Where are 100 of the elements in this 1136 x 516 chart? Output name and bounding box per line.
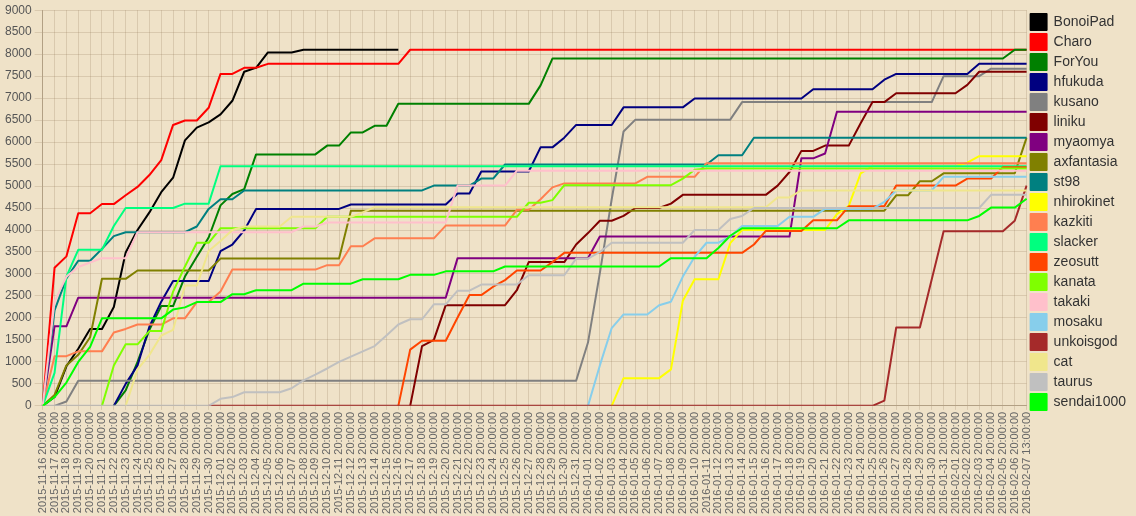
y-tick-label: 2000 xyxy=(4,310,33,325)
x-tick-label: 2015-12-11 20:00:00 xyxy=(332,411,345,514)
x-tick-label: 2016-01-29 20:00:00 xyxy=(912,411,925,515)
y-tick-label: 8500 xyxy=(4,24,33,39)
x-tick-label: 2016-01-14 20:00:00 xyxy=(735,411,748,515)
legend-label: Charo xyxy=(1053,32,1092,49)
legend-label: BonoiPad xyxy=(1053,12,1115,29)
y-tick-label: 500 xyxy=(11,376,33,391)
x-tick-label: 2016-02-04 20:00:00 xyxy=(984,411,997,515)
x-tick-label: 2015-11-26 20:00:00 xyxy=(154,411,167,514)
x-tick-label: 2015-12-21 20:00:00 xyxy=(450,411,463,515)
x-tick-label: 2016-02-05 20:00:00 xyxy=(995,411,1008,515)
x-tick-label: 2016-01-21 20:00:00 xyxy=(818,411,831,515)
x-tick-label: 2016-01-16 20:00:00 xyxy=(758,411,771,515)
x-tick-label: 2015-12-19 20:00:00 xyxy=(426,411,439,515)
x-tick-label: 2015-11-18 20:00:00 xyxy=(59,411,72,514)
x-tick-label: 2016-01-30 20:00:00 xyxy=(924,411,937,515)
y-tick-label: 7500 xyxy=(4,68,33,83)
x-tick-label: 2016-01-19 20:00:00 xyxy=(794,411,807,515)
x-tick-label: 2015-12-02 20:00:00 xyxy=(225,411,238,515)
x-tick-label: 2015-11-16 20:00:00 xyxy=(35,411,48,514)
x-tick-label: 2016-02-07 13:00:00 xyxy=(1019,411,1032,515)
x-tick-label: 2015-11-20 20:00:00 xyxy=(83,411,96,514)
y-tick-label: 5000 xyxy=(4,178,33,193)
y-tick-label: 9000 xyxy=(4,2,33,17)
legend-label: ForYou xyxy=(1053,52,1099,69)
x-tick-label: 2015-11-30 20:00:00 xyxy=(201,411,214,514)
x-tick-label: 2015-11-24 20:00:00 xyxy=(130,411,143,514)
x-tick-label: 2015-12-29 20:00:00 xyxy=(545,411,558,515)
x-tick-label: 2016-01-05 20:00:00 xyxy=(628,411,641,515)
y-tick-label: 1500 xyxy=(4,332,33,347)
legend-label: cat xyxy=(1053,352,1073,369)
x-tick-label: 2015-11-19 20:00:00 xyxy=(71,411,84,514)
x-tick-label: 2016-01-25 20:00:00 xyxy=(865,411,878,515)
x-tick-label: 2016-01-15 20:00:00 xyxy=(746,411,759,515)
x-tick-label: 2015-11-22 20:00:00 xyxy=(106,411,119,514)
y-tick-label: 5500 xyxy=(4,156,33,171)
x-tick-label: 2016-01-12 20:00:00 xyxy=(711,411,724,515)
x-tick-label: 2016-02-03 20:00:00 xyxy=(972,411,985,515)
x-tick-label: 2015-11-27 20:00:00 xyxy=(166,411,179,514)
x-tick-label: 2015-12-03 20:00:00 xyxy=(237,411,250,515)
x-tick-label: 2015-12-10 20:00:00 xyxy=(320,411,333,515)
x-tick-label: 2016-02-06 20:00:00 xyxy=(1007,411,1020,515)
x-tick-label: 2016-01-27 20:00:00 xyxy=(889,411,902,515)
x-tick-label: 2015-11-23 20:00:00 xyxy=(118,411,131,514)
y-tick-label: 4000 xyxy=(4,222,33,237)
x-tick-label: 2016-01-10 20:00:00 xyxy=(687,411,700,515)
legend-label: myaomya xyxy=(1053,132,1115,149)
legend-label: takaki xyxy=(1053,292,1091,309)
x-tick-label: 2016-01-07 20:00:00 xyxy=(652,411,665,515)
y-tick-label: 4500 xyxy=(4,200,33,215)
y-tick-label: 7000 xyxy=(4,90,33,105)
x-tick-label: 2016-01-08 20:00:00 xyxy=(664,411,676,515)
x-tick-label: 2015-12-07 20:00:00 xyxy=(284,411,297,515)
y-tick-label: 6500 xyxy=(4,112,33,127)
y-tick-label: 3500 xyxy=(4,244,33,259)
legend-label: liniku xyxy=(1053,112,1086,129)
x-tick-label: 2015-12-18 20:00:00 xyxy=(415,411,428,515)
x-tick-label: 2015-12-01 20:00:00 xyxy=(213,411,226,515)
x-tick-label: 2016-01-11 20:00:00 xyxy=(699,411,712,514)
x-tick-label: 2015-12-09 20:00:00 xyxy=(308,411,321,515)
x-tick-label: 2015-12-12 20:00:00 xyxy=(343,411,356,515)
x-tick-label: 2016-01-04 20:00:00 xyxy=(616,411,629,515)
x-tick-label: 2015-12-13 20:00:00 xyxy=(355,411,368,515)
legend-label: taurus xyxy=(1053,372,1093,389)
x-tick-label: 2015-11-17 20:00:00 xyxy=(47,411,60,514)
legend-label: hfukuda xyxy=(1053,72,1104,89)
y-tick-label: 6000 xyxy=(4,134,33,149)
x-tick-label: 2016-01-09 20:00:00 xyxy=(675,411,688,515)
x-tick-label: 2015-12-26 20:00:00 xyxy=(509,411,522,515)
x-tick-label: 2015-11-25 20:00:00 xyxy=(142,411,155,514)
x-tick-label: 2016-01-01 20:00:00 xyxy=(581,411,594,515)
x-tick-label: 2015-12-14 20:00:00 xyxy=(367,411,380,515)
x-tick-label: 2015-11-29 20:00:00 xyxy=(189,411,202,514)
x-tick-label: 2016-01-23 20:00:00 xyxy=(841,411,854,515)
legend-label: zeosutt xyxy=(1053,252,1099,269)
x-tick-label: 2016-01-06 20:00:00 xyxy=(640,411,653,515)
x-tick-label: 2015-12-25 20:00:00 xyxy=(498,411,511,515)
y-tick-label: 0 xyxy=(25,398,33,413)
legend-label: slacker xyxy=(1053,232,1099,249)
x-tick-label: 2015-12-08 20:00:00 xyxy=(296,411,309,515)
legend-label: sendai1000 xyxy=(1053,392,1127,409)
x-tick-label: 2016-01-24 20:00:00 xyxy=(853,411,866,515)
x-tick-label: 2015-11-28 20:00:00 xyxy=(177,411,190,514)
x-tick-label: 2015-12-17 20:00:00 xyxy=(403,411,416,515)
legend-label: unkoisgod xyxy=(1053,332,1118,349)
x-tick-label: 2015-12-28 20:00:00 xyxy=(533,411,546,515)
x-tick-label: 2015-12-27 20:00:00 xyxy=(521,411,534,515)
x-tick-label: 2015-12-20 20:00:00 xyxy=(438,411,451,515)
legend-label: nhirokinet xyxy=(1053,192,1115,209)
x-tick-label: 2016-01-31 20:00:00 xyxy=(936,411,949,515)
x-tick-label: 2016-01-22 20:00:00 xyxy=(829,411,842,515)
legend-label: axfantasia xyxy=(1053,152,1118,169)
x-tick-label: 2016-01-26 20:00:00 xyxy=(877,411,890,515)
y-tick-label: 2500 xyxy=(4,288,33,303)
x-tick-label: 2016-01-20 20:00:00 xyxy=(806,411,819,515)
x-tick-label: 2015-12-30 20:00:00 xyxy=(557,411,570,515)
x-tick-label: 2016-01-03 20:00:00 xyxy=(604,411,617,515)
x-tick-label: 2015-12-04 20:00:00 xyxy=(249,411,262,515)
x-tick-label: 2015-12-15 20:00:00 xyxy=(379,411,392,515)
